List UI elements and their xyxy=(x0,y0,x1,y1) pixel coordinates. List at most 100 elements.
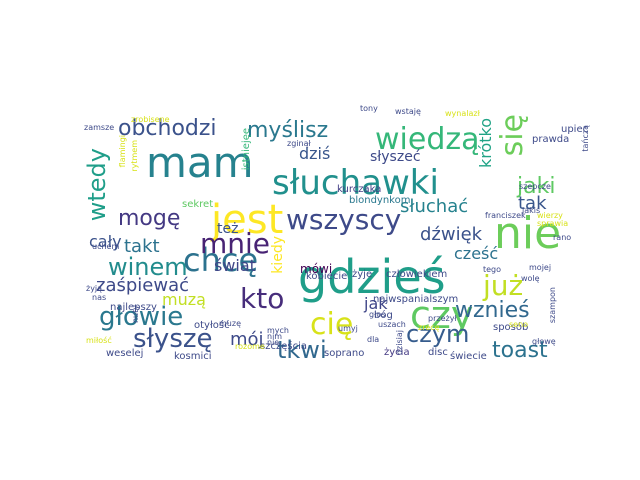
word-cloud-word: disc xyxy=(428,347,448,358)
word-cloud-word: tkwi xyxy=(277,336,327,364)
word-cloud-word: słuchawki xyxy=(272,163,439,203)
word-cloud-word: franciszek xyxy=(485,211,526,220)
word-cloud-word: upiec xyxy=(561,124,589,135)
word-cloud-word: mówi xyxy=(300,262,333,276)
word-cloud-word: seno xyxy=(509,320,529,329)
word-cloud-word: głos xyxy=(369,310,386,319)
word-cloud-word: wtedy xyxy=(83,148,111,222)
word-cloud-word: świecie xyxy=(450,351,487,362)
word-cloud-word: miłość xyxy=(86,336,112,345)
word-cloud-word: już xyxy=(483,269,524,302)
word-cloud-word: flamingi xyxy=(118,135,127,168)
word-cloud-word: weselej xyxy=(106,348,144,359)
word-cloud-word: mam xyxy=(146,138,254,187)
word-cloud-word: wszyscy xyxy=(286,203,402,236)
word-cloud-word: mych xyxy=(267,326,289,335)
word-cloud-word: muzę xyxy=(219,319,241,328)
word-cloud-word: jak xyxy=(364,294,388,313)
word-cloud-word: nie xyxy=(267,338,280,347)
word-cloud-word: nas xyxy=(92,293,107,302)
word-cloud-word: słuchać xyxy=(400,196,469,217)
word-cloud-word: toast xyxy=(492,338,548,363)
word-cloud-word: otyłość xyxy=(194,320,230,331)
word-cloud-word: chcę xyxy=(183,241,259,279)
word-cloud-word: głowę xyxy=(532,337,556,346)
word-cloud-word: się xyxy=(495,114,530,157)
word-cloud-word: kiedy xyxy=(270,236,286,274)
word-cloud-word: mojej xyxy=(529,263,552,272)
word-cloud-word: zamsze xyxy=(84,123,115,132)
word-cloud-word: kobiecie xyxy=(306,271,348,282)
word-cloud-word: słyszeć xyxy=(370,149,421,165)
word-cloud-word: wiedzą xyxy=(375,122,480,157)
word-cloud-word: krótko xyxy=(476,118,495,169)
word-cloud-word: nuty xyxy=(131,305,140,324)
word-cloud-word: tony xyxy=(360,104,378,113)
word-cloud-word: głowie xyxy=(99,302,184,332)
word-cloud-word: zrobisene xyxy=(131,115,170,124)
word-cloud-word: nim xyxy=(267,332,283,341)
word-cloud-word: szampon xyxy=(548,287,557,324)
word-cloud-word: dźwięk xyxy=(420,224,483,245)
word-cloud-word: uszach xyxy=(378,320,406,329)
word-cloud-word: zrecę xyxy=(418,323,440,332)
word-cloud-word: blondynkom xyxy=(349,195,411,206)
word-cloud-word: mój xyxy=(230,329,264,350)
word-cloud-word: bóg xyxy=(374,310,393,321)
word-cloud-word: wznieś xyxy=(455,298,530,323)
word-cloud-word: tego xyxy=(483,265,502,274)
word-cloud-word: cię xyxy=(310,307,354,342)
word-cloud-word: cały xyxy=(89,232,122,251)
word-cloud-word: sposób xyxy=(493,322,529,333)
word-cloud-word: takt xyxy=(124,236,160,257)
word-cloud-word: zginął xyxy=(287,139,311,148)
word-cloud-word: czy xyxy=(410,293,474,337)
word-cloud-word: wynalazł xyxy=(445,109,480,118)
word-cloud-word: cześć xyxy=(454,244,499,263)
word-cloud-word: tańczą xyxy=(581,125,590,152)
word-cloud-word: kto xyxy=(240,282,285,315)
word-cloud-word: rano xyxy=(553,233,572,242)
word-cloud-word: szczęścia xyxy=(260,341,307,352)
word-cloud-word: życia xyxy=(384,347,410,358)
word-cloud-word: soprano xyxy=(324,348,365,359)
word-cloud-word: najlepszy xyxy=(110,302,157,313)
word-cloud-word: tak xyxy=(518,193,547,214)
word-cloud-word: jest xyxy=(211,197,284,243)
word-cloud-word: nie xyxy=(494,208,562,259)
word-cloud-word: żyje xyxy=(352,269,373,280)
word-cloud-word: jaki xyxy=(517,174,556,199)
word-cloud-word: uchem xyxy=(92,242,120,251)
word-cloud-word: wierzy xyxy=(537,211,563,220)
word-cloud-word: wolę xyxy=(521,274,540,283)
word-cloud-word: umyj xyxy=(338,324,358,333)
word-cloud-word: gdzieś xyxy=(298,250,446,304)
word-cloud-word: wstaję xyxy=(395,107,421,116)
word-cloud-word: zaśpiewać xyxy=(96,275,190,296)
word-cloud-word: kosmici xyxy=(174,351,212,362)
word-cloud-word: istniejęe xyxy=(241,128,252,171)
word-cloud-word: sprawia xyxy=(537,219,569,228)
word-cloud-word: dziś xyxy=(299,144,331,163)
word-cloud-word: świat xyxy=(214,256,256,275)
word-cloud-word: człowiekiem xyxy=(386,269,448,280)
word-cloud-word: mnie xyxy=(200,227,271,260)
word-cloud-word: prawda xyxy=(532,134,570,145)
word-cloud-word: jakiś xyxy=(522,206,541,215)
word-cloud-word: rozome xyxy=(235,342,265,351)
word-cloud-word: słyszę xyxy=(133,324,213,354)
word-cloud-word: winem xyxy=(108,253,188,281)
word-cloud-word: mogę xyxy=(118,206,181,231)
word-cloud-word: najwspanialszym xyxy=(373,294,459,305)
word-cloud-word: muzą xyxy=(162,290,206,309)
word-cloud-word: rytmem xyxy=(130,140,139,172)
word-cloud-word: sekret xyxy=(182,199,214,210)
word-cloud-word: dzisiaj xyxy=(395,330,404,356)
word-cloud-word: dla xyxy=(367,335,380,344)
word-cloud-word: szepcze xyxy=(519,182,551,191)
word-cloud-word: żyją xyxy=(86,284,103,293)
word-cloud-word: przeżył xyxy=(428,314,457,323)
word-cloud-word: myślisz xyxy=(247,118,329,143)
word-cloud-word: czym xyxy=(406,320,470,348)
